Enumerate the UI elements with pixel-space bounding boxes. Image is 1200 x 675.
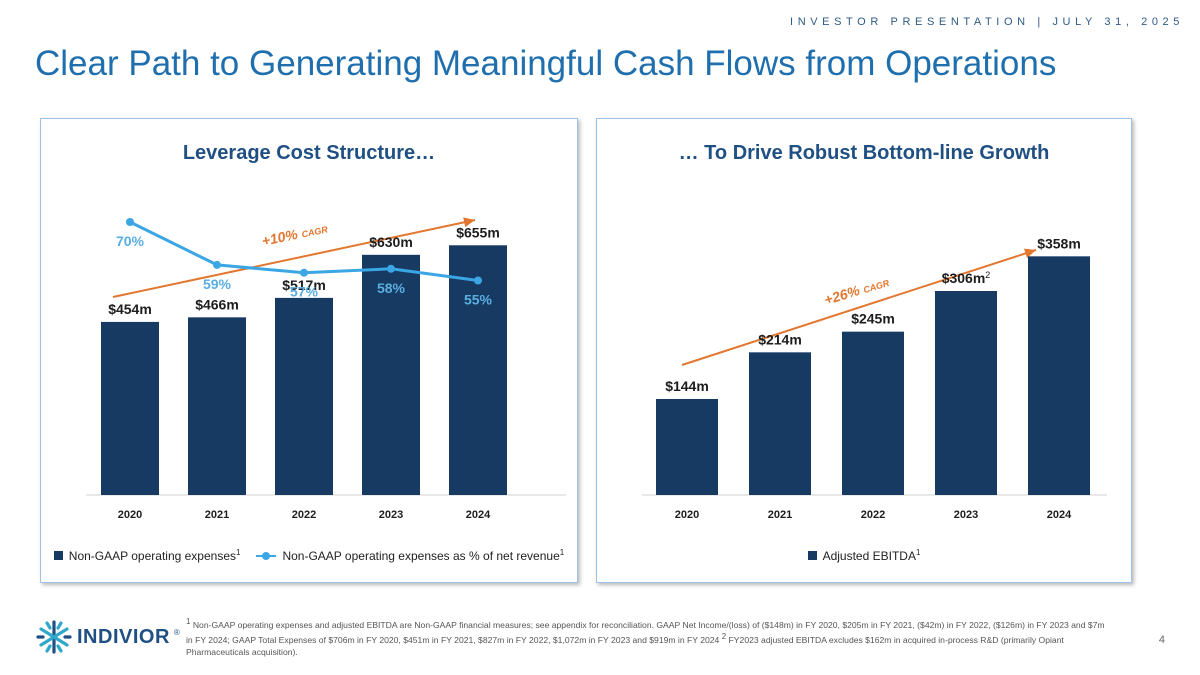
page-title: Clear Path to Generating Meaningful Cash… bbox=[35, 44, 1057, 83]
legend-label-opex-pct: Non-GAAP operating expenses as % of net … bbox=[282, 548, 565, 563]
opex-pct-point-2024 bbox=[474, 276, 482, 285]
x-tick-label-2024: 2024 bbox=[1047, 509, 1072, 521]
left-legend: Non-GAAP operating expenses1 Non-GAAP op… bbox=[41, 548, 577, 563]
logo-registered-mark: ® bbox=[173, 627, 180, 637]
legend-item-ebitda: Adjusted EBITDA1 bbox=[807, 548, 921, 563]
footnote: 1 Non-GAAP operating expenses and adjust… bbox=[186, 617, 1105, 657]
bar-2023 bbox=[362, 254, 420, 495]
opex-pct-label-2020: 70% bbox=[116, 233, 145, 249]
opex-pct-point-2020 bbox=[126, 218, 134, 226]
opex-chart: +10% CAGR $454m 2020 $466m 2021 $517m 2022 $630m… bbox=[86, 217, 566, 521]
left-chart-panel: Leverage Cost Structure… +10% CAGR $454m 20… bbox=[40, 118, 578, 583]
bar-2021 bbox=[749, 352, 811, 495]
ebitda-chart: +26%CAGR $144m 2020 $214m 2021 $245m 2022 $306m… bbox=[642, 235, 1107, 521]
legend-item-opex: Non-GAAP operating expenses1 bbox=[53, 548, 241, 563]
bar-swatch-icon bbox=[53, 551, 63, 560]
x-tick-label-2022: 2022 bbox=[861, 509, 885, 521]
right-legend: Adjusted EBITDA1 bbox=[597, 548, 1131, 563]
bar-2023 bbox=[935, 291, 997, 495]
legend-label-opex: Non-GAAP operating expenses1 bbox=[68, 548, 241, 563]
opex-pct-label-2022: 57% bbox=[290, 284, 319, 300]
bar-value-label-2020: $144m bbox=[665, 378, 709, 394]
cagr-arrow-right-head bbox=[1023, 248, 1036, 259]
legend-label-ebitda: Adjusted EBITDA1 bbox=[822, 548, 921, 563]
bar-value-label-2021: $466m bbox=[195, 296, 239, 312]
x-tick-label-2021: 2021 bbox=[768, 509, 792, 521]
right-panel-title: … To Drive Robust Bottom-line Growth bbox=[678, 142, 1050, 164]
bar-2022 bbox=[275, 297, 333, 495]
indivior-mark-icon bbox=[36, 620, 72, 654]
bar-value-label-2024: $655m bbox=[456, 224, 500, 240]
cagr-arrow-left-head bbox=[463, 217, 475, 228]
x-tick-label-2021: 2021 bbox=[205, 509, 229, 521]
left-panel-title: Leverage Cost Structure… bbox=[182, 142, 436, 164]
bar-2021 bbox=[188, 317, 246, 495]
cagr-arrow-left bbox=[112, 219, 476, 298]
line-swatch-icon bbox=[256, 551, 277, 560]
opex-pct-point-2023 bbox=[387, 264, 395, 273]
opex-pct-label-2024: 55% bbox=[464, 292, 493, 308]
bar-value-label-2024: $358m bbox=[1037, 235, 1081, 251]
opex-pct-point-2021 bbox=[213, 260, 221, 269]
opex-pct-label-2021: 59% bbox=[203, 276, 232, 292]
cagr-label-left: +10% CAGR bbox=[260, 219, 329, 249]
bar-value-label-2023: $306m2 bbox=[942, 270, 991, 286]
opex-pct-label-2023: 58% bbox=[377, 280, 406, 296]
bar-2022 bbox=[842, 331, 904, 495]
bar-2020 bbox=[101, 321, 159, 495]
bar-2024 bbox=[449, 245, 507, 495]
x-tick-label-2020: 2020 bbox=[675, 509, 699, 521]
opex-pct-point-2022 bbox=[300, 268, 308, 277]
bar-value-label-2021: $214m bbox=[758, 331, 802, 347]
page-number: 4 bbox=[1158, 634, 1165, 646]
x-tick-label-2020: 2020 bbox=[118, 509, 142, 521]
logo-wordmark: INDIVIOR bbox=[77, 625, 170, 648]
cagr-arrow-right bbox=[681, 249, 1037, 366]
x-tick-label-2022: 2022 bbox=[292, 509, 316, 521]
right-chart-panel: … To Drive Robust Bottom-line Growth +26… bbox=[596, 118, 1132, 583]
x-tick-label-2024: 2024 bbox=[466, 509, 491, 521]
bar-swatch-icon bbox=[807, 551, 817, 560]
cagr-label-right: +26%CAGR bbox=[822, 273, 891, 308]
bar-2020 bbox=[656, 399, 718, 495]
presentation-header: INVESTOR PRESENTATION | JULY 31, 2025 bbox=[790, 16, 1184, 28]
bar-value-label-2022: $517m bbox=[282, 277, 326, 293]
bar-value-label-2023: $630m bbox=[369, 234, 413, 250]
bar-value-label-2020: $454m bbox=[108, 301, 152, 317]
bar-value-label-2022: $245m bbox=[851, 311, 895, 327]
bar-2024 bbox=[1028, 256, 1090, 495]
legend-item-opex-pct: Non-GAAP operating expenses as % of net … bbox=[256, 548, 564, 563]
x-tick-label-2023: 2023 bbox=[379, 509, 403, 521]
x-tick-label-2023: 2023 bbox=[954, 509, 978, 521]
indivior-logo: INDIVIOR ® bbox=[35, 619, 180, 655]
